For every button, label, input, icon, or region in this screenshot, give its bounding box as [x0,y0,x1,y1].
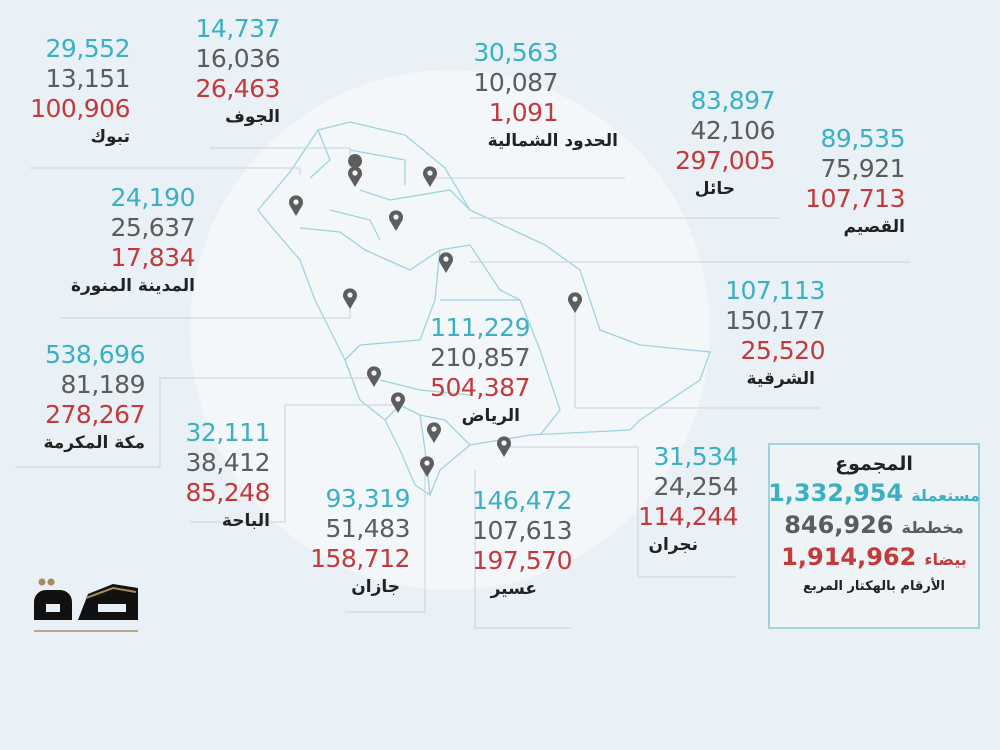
makkah-logo [28,574,153,638]
country-outline [257,121,711,496]
planned-value: 38,412 [185,448,271,477]
logo-graphic [34,578,138,632]
planned-value: 210,857 [430,343,530,372]
region-northern-borders: 30,563 10,087 1,091 الحدود الشمالية [358,38,618,154]
used-value: 32,111 [185,418,271,447]
vacant-value: 85,248 [185,478,271,507]
planned-value: 25,637 [110,213,196,242]
background-circle [190,70,710,590]
region-label: الباحة [221,511,270,531]
region-label: عسير [490,579,537,599]
planned-value: 81,189 [60,370,146,399]
total-planned-label: مخططة [901,518,964,537]
region-label: الحدود الشمالية [487,131,618,151]
total-used-row: 1,332,954 مستعملة [768,479,980,507]
vacant-value: 158,712 [310,544,410,573]
used-value: 146,472 [472,486,572,515]
region-jouf: 14,737 16,036 26,463 الجوف [80,14,281,130]
vacant-value: 1,091 [488,98,559,127]
region-label: تبوك [90,127,130,147]
vacant-value: 17,834 [110,243,196,272]
vacant-value: 100,906 [30,94,130,123]
region-label: القصيم [843,217,905,237]
region-qassim: 89,535 75,921 107,713 القصيم [705,124,905,240]
vacant-value: 504,387 [430,373,530,402]
region-eastern: 107,113 150,177 25,520 الشرقية [625,276,825,392]
region-label: الشرقية [746,369,815,389]
location-pin-icon [367,366,381,387]
region-label: المدينة المنورة [70,276,195,296]
total-used-label: مستعملة [911,486,980,505]
vacant-value: 107,713 [805,184,905,213]
location-pin-icon [497,436,512,457]
planned-value: 75,921 [820,154,906,183]
total-planned-row: 846,926 مخططة [770,511,978,539]
location-pin-icon [423,166,437,187]
planned-value: 24,254 [653,472,739,501]
vacant-value: 197,570 [472,546,572,575]
region-hail: 83,897 42,106 297,005 حائل [575,86,775,202]
used-value: 111,229 [430,313,530,342]
region-jazan: 93,319 51,483 158,712 جازان [210,484,410,600]
used-value: 107,113 [725,276,825,305]
region-asir: 146,472 107,613 197,570 عسير [372,486,572,602]
region-label: حائل [694,179,735,199]
total-used-value: 1,332,954 [768,479,904,507]
planned-value: 13,151 [45,64,131,93]
location-pin-icon [427,422,441,443]
region-riyadh: 111,229 210,857 504,387 الرياض [330,313,530,429]
units-note: الأرقام بالهكتار المربع [803,579,945,594]
total-vacant-label: بيضاء [924,550,967,569]
used-value: 89,535 [820,124,906,153]
region-label: مكة المكرمة [43,433,145,453]
vacant-value: 26,463 [195,74,281,103]
region-najran: 31,534 24,254 114,244 نجران [538,442,738,558]
used-value: 30,563 [473,38,559,67]
location-pin-icon [420,456,434,477]
used-value: 24,190 [110,183,196,212]
region-label: الرياض [461,406,520,426]
used-value: 14,737 [195,14,281,43]
used-value: 83,897 [690,86,776,115]
planned-value: 51,483 [325,514,411,543]
region-makkah: 538,696 81,189 278,267 مكة المكرمة [0,340,145,456]
planned-value: 150,177 [725,306,825,335]
vacant-value: 25,520 [740,336,826,365]
used-value: 93,319 [325,484,411,513]
location-pin-icon [289,195,304,216]
location-pin-icon [439,252,454,273]
location-pin-icon [343,288,358,309]
planned-value: 107,613 [472,516,572,545]
used-value: 29,552 [45,34,131,63]
vacant-value: 297,005 [675,146,775,175]
total-box: المجموع 1,332,954 مستعملة 846,926 مخططة … [768,443,980,629]
total-title: المجموع [835,453,913,475]
location-pin-icon [568,292,583,313]
location-pin-icon [389,210,403,231]
region-label: جازان [351,577,400,597]
region-label: الجوف [225,107,280,127]
location-pin-icon [391,392,406,413]
region-label: نجران [648,535,698,555]
planned-value: 16,036 [195,44,281,73]
region-madinah: 24,190 25,637 17,834 المدينة المنورة [0,183,196,299]
location-pin-icon [348,166,362,187]
total-vacant-row: 1,914,962 بيضاء [770,543,978,571]
total-planned-value: 846,926 [784,511,894,539]
planned-value: 10,087 [473,68,559,97]
vacant-value: 278,267 [45,400,145,429]
used-value: 31,534 [653,442,739,471]
planned-value: 42,106 [690,116,776,145]
region-tabuk: 29,552 13,151 100,906 تبوك [0,34,130,150]
vacant-value: 114,244 [638,502,738,531]
region-baha: 32,111 38,412 85,248 الباحة [70,418,271,534]
used-value: 538,696 [45,340,145,369]
total-vacant-value: 1,914,962 [781,543,917,571]
